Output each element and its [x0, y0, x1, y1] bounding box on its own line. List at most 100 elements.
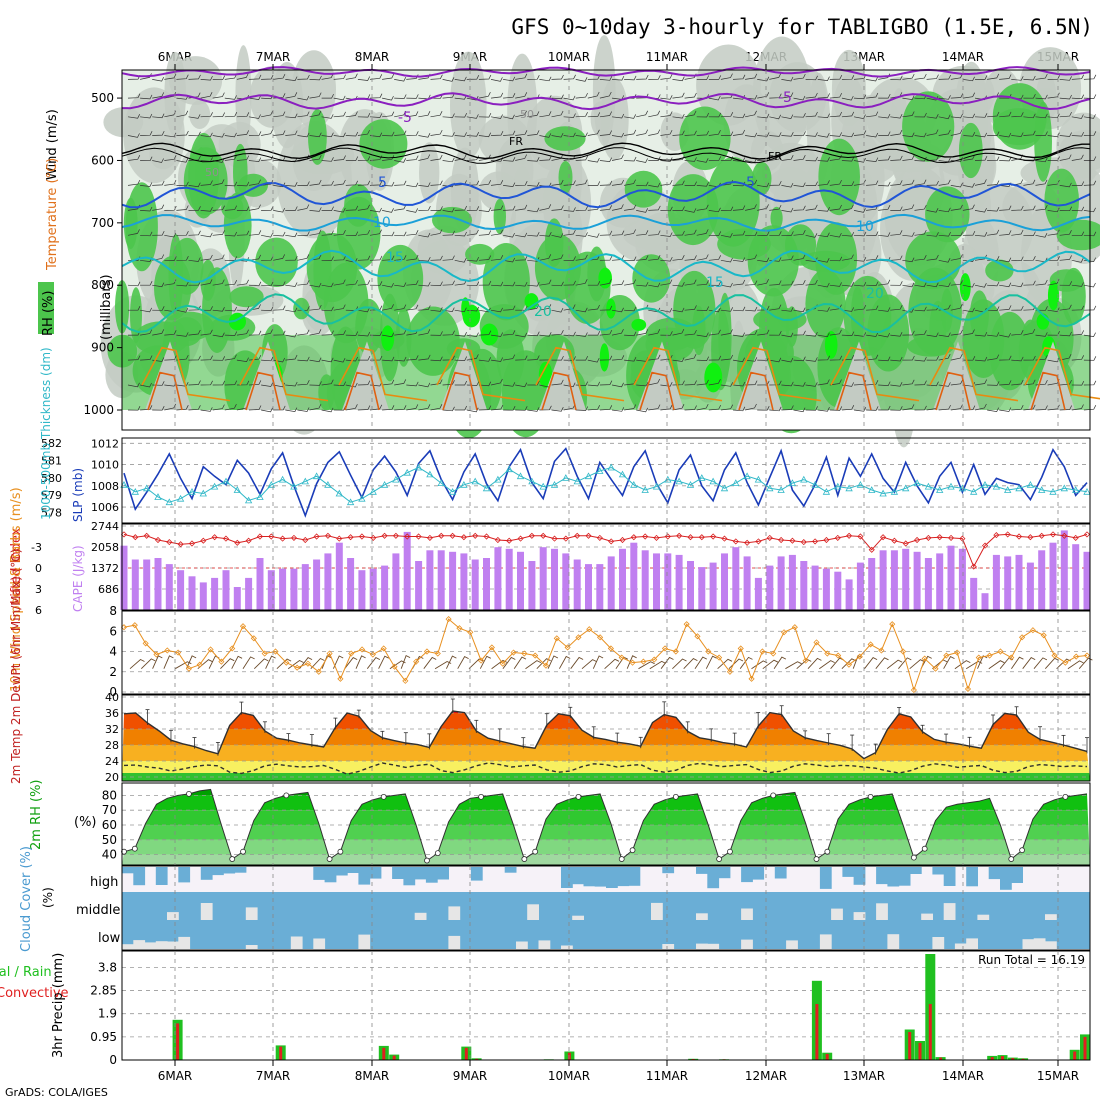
- cape-bar: [1026, 562, 1034, 610]
- wind-barb: [406, 155, 419, 161]
- wind-barb: [345, 331, 359, 336]
- precip-convective-bar: [1021, 1058, 1025, 1060]
- cloud-high-cell: [876, 867, 888, 885]
- bottom-date-label: 14MAR: [942, 1069, 984, 1083]
- wind-barb: [769, 231, 782, 236]
- wind-barb: [805, 132, 818, 137]
- wind-barb: [720, 257, 733, 263]
- wind-barb: [660, 382, 673, 387]
- rh-shade: [480, 323, 499, 346]
- wind-marker: [629, 659, 636, 666]
- thickness-marker: [199, 489, 207, 497]
- wind-barb: [140, 382, 152, 388]
- y-tick-label: 700: [91, 216, 114, 230]
- wind-barb: [805, 204, 818, 211]
- wind-barb: [757, 76, 770, 82]
- wind-barb: [636, 281, 649, 287]
- wind-barb: [660, 206, 673, 212]
- cape-bar: [653, 553, 660, 610]
- thickness-marker: [222, 477, 230, 485]
- wind-barb: [587, 112, 601, 118]
- lifted-marker: [200, 537, 207, 544]
- wind-barb: [309, 282, 322, 288]
- temp-tick-label: 20: [105, 771, 119, 784]
- rh-shade: [145, 341, 192, 410]
- wind-barb: [684, 229, 697, 236]
- wind-barb: [587, 330, 601, 336]
- wind-ylabel-group: 10m Wind Speed & Barbs (m/s): [9, 487, 24, 692]
- precip-convective-bar: [918, 1042, 922, 1060]
- rh-tick-label: 70: [102, 803, 117, 817]
- cloud-low-cell: [155, 941, 168, 949]
- thickness-marker: [358, 494, 366, 502]
- wind-barb: [382, 131, 395, 137]
- wind-barb: [297, 132, 310, 138]
- wind10m-barb: [626, 655, 637, 669]
- thickness-marker: [267, 480, 275, 488]
- wind-barb: [962, 307, 975, 313]
- rh-marker: [629, 847, 636, 854]
- wind-barb: [866, 406, 879, 411]
- cape-bar: [358, 570, 366, 610]
- precip-convective-label: Convective: [0, 986, 69, 1001]
- wind-barb: [1059, 304, 1072, 311]
- lifted-marker: [608, 538, 615, 545]
- wind-barb: [829, 92, 843, 99]
- wind-barb: [805, 156, 818, 162]
- wind-tick-label: 0: [109, 685, 117, 699]
- wind-barb: [938, 258, 951, 263]
- wind-barb: [974, 379, 988, 386]
- wind-barb: [406, 131, 419, 136]
- wind-barb: [962, 204, 975, 211]
- wind-barb: [962, 329, 975, 336]
- wind-barb: [902, 257, 915, 263]
- wind-barb: [611, 355, 625, 361]
- wind-barb: [1011, 405, 1024, 411]
- wind-barb: [1035, 405, 1048, 411]
- wind-barb: [406, 94, 419, 99]
- wind-barb: [248, 281, 262, 287]
- wind-barb: [478, 230, 492, 236]
- y-tick-label: 900: [91, 341, 114, 355]
- wind-barb: [636, 158, 648, 163]
- wind-barb: [684, 181, 697, 186]
- wind-barb: [732, 95, 746, 100]
- wind-barb: [793, 230, 806, 236]
- thickness-marker: [1038, 486, 1046, 493]
- cape-bar: [279, 568, 287, 610]
- rh-shade: [985, 259, 1014, 282]
- wind-barb: [164, 179, 177, 186]
- lifted-marker: [619, 536, 626, 544]
- wind-barb: [999, 111, 1012, 118]
- cloud-high-cell: [1000, 867, 1012, 890]
- wind-barb: [962, 154, 975, 161]
- cloud-high-cell: [774, 867, 787, 879]
- wind-barb: [720, 233, 733, 238]
- wind-barb: [987, 206, 1000, 212]
- wind-barb: [829, 406, 843, 411]
- wind-barb: [127, 155, 141, 161]
- wind-barb: [732, 306, 746, 312]
- upper-air-legend: Wind (m/s) Temperature (°C): [45, 109, 60, 271]
- thickness-tick-label: 581: [41, 455, 62, 468]
- wind-barb: [1047, 307, 1060, 312]
- wind-barb: [829, 132, 843, 137]
- wind-barb: [987, 180, 1000, 186]
- wind-barb: [236, 206, 250, 211]
- rh-marker: [131, 845, 138, 852]
- wind-barb: [926, 254, 939, 261]
- wind10m-barb: [1022, 657, 1036, 669]
- precip-convective-bar: [908, 1032, 912, 1060]
- wind-barb: [236, 130, 250, 136]
- wind-barb: [987, 229, 1000, 236]
- wind-marker: [1073, 653, 1080, 660]
- wind-barb: [430, 307, 443, 312]
- wind-barb: [841, 405, 855, 411]
- wind-barb: [866, 231, 879, 236]
- wind-barb: [950, 93, 964, 99]
- wind10m-barb: [265, 655, 276, 669]
- wind-barb: [394, 255, 407, 261]
- lifted-tick-label: -3: [31, 541, 42, 554]
- rh-marker: [1008, 856, 1015, 862]
